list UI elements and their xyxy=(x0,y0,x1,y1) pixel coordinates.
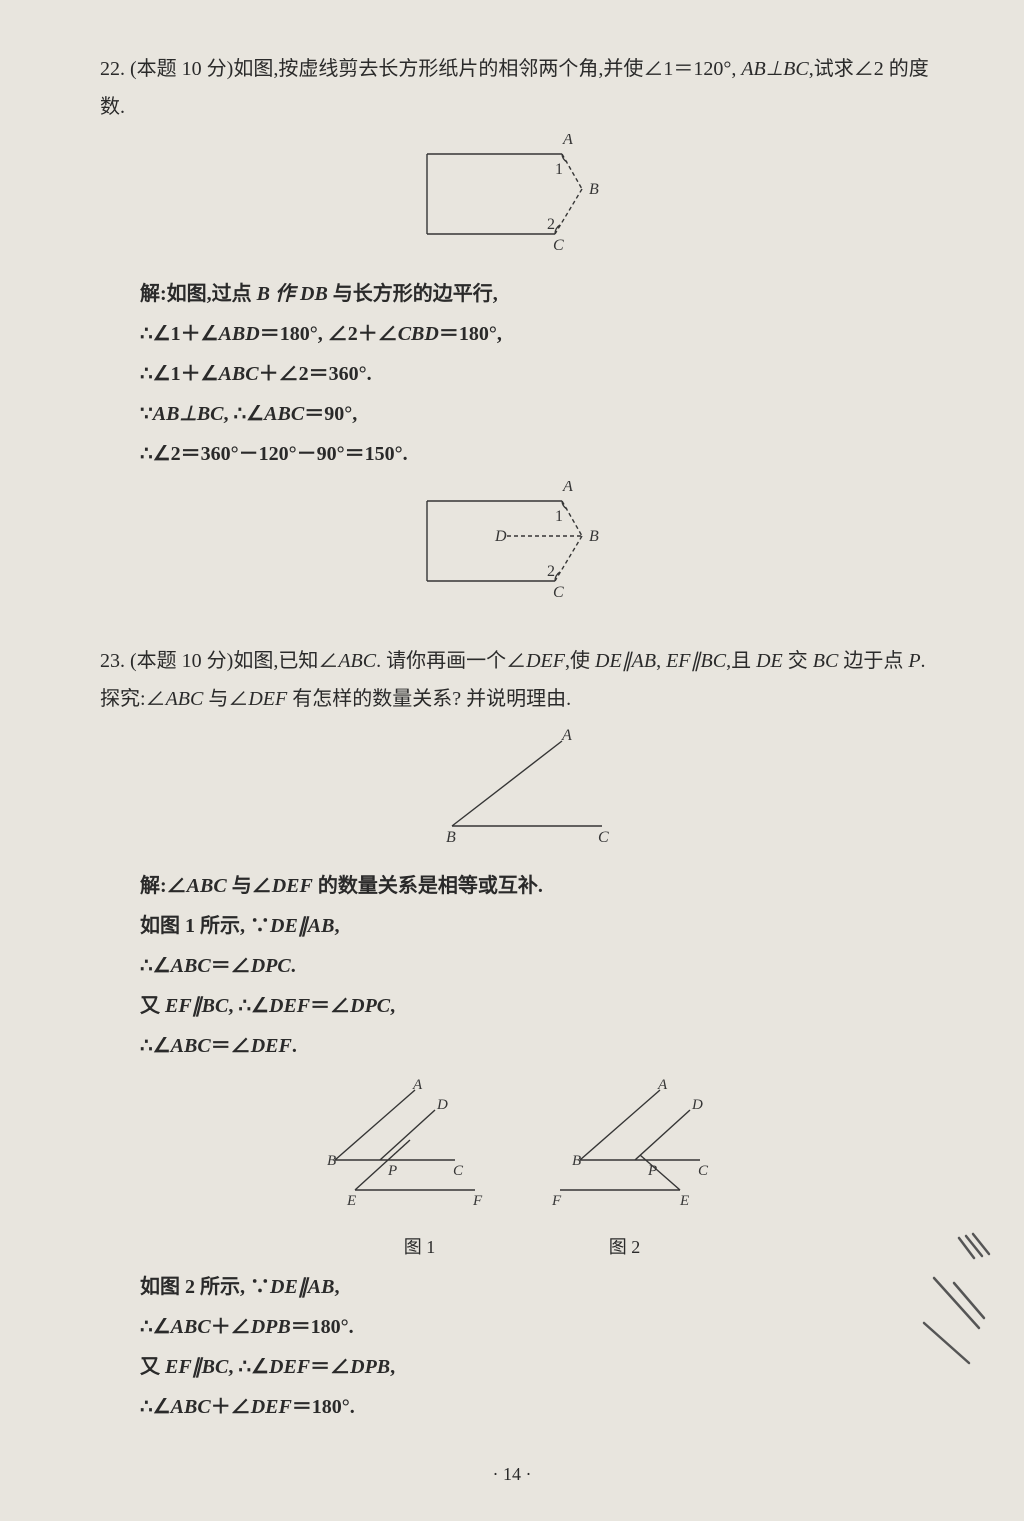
solution-23b: 如图 2 所示, ∵DE∥AB, ∴∠ABC＋∠DPB＝180°. 又 EF∥B… xyxy=(140,1268,944,1426)
problem-number: 23. xyxy=(100,642,125,680)
diagram-fig1: A D B P C E F xyxy=(305,1075,505,1215)
svg-text:2: 2 xyxy=(547,563,555,580)
svg-text:B: B xyxy=(572,1153,581,1169)
svg-text:1: 1 xyxy=(555,508,563,525)
problem-number: 22. xyxy=(100,50,125,88)
svg-text:C: C xyxy=(453,1163,464,1179)
svg-text:1: 1 xyxy=(555,161,563,178)
svg-text:E: E xyxy=(346,1193,356,1209)
svg-text:A: A xyxy=(561,727,572,744)
diagram-svg: A B C 1 2 xyxy=(407,134,637,254)
figure-22-2: A B C D 1 2 xyxy=(100,481,944,614)
svg-text:P: P xyxy=(647,1163,657,1179)
page-number: · 14 · xyxy=(0,1457,1024,1491)
diagram-svg: A B C D 1 2 xyxy=(407,481,637,601)
diagram-fig2: A D B P C F E xyxy=(540,1075,740,1215)
svg-text:F: F xyxy=(551,1193,562,1209)
svg-text:C: C xyxy=(598,829,609,846)
svg-text:C: C xyxy=(553,237,564,254)
svg-text:2: 2 xyxy=(547,216,555,233)
svg-text:B: B xyxy=(327,1153,336,1169)
diagram-svg: A B C xyxy=(412,726,632,846)
svg-text:E: E xyxy=(679,1193,689,1209)
prompt-text: (本题 10 分)如图,按虚线剪去长方形纸片的相邻两个角,并使∠1＝120°, xyxy=(130,58,741,80)
svg-text:B: B xyxy=(446,829,456,846)
svg-text:C: C xyxy=(698,1163,709,1179)
svg-text:B: B xyxy=(589,181,599,198)
prompt-math: AB⊥BC xyxy=(741,58,808,80)
diagram-row: A D B P C E F A D B xyxy=(100,1075,944,1266)
svg-text:D: D xyxy=(436,1097,448,1113)
svg-text:A: A xyxy=(562,481,573,495)
svg-text:C: C xyxy=(553,584,564,601)
svg-text:F: F xyxy=(472,1193,483,1209)
scribble-marks xyxy=(904,1228,994,1381)
svg-text:A: A xyxy=(657,1077,668,1093)
svg-text:D: D xyxy=(691,1097,703,1113)
svg-text:D: D xyxy=(494,528,507,545)
caption-fig2: 图 2 xyxy=(525,1230,725,1264)
svg-text:A: A xyxy=(412,1077,423,1093)
figure-23-main: A B C xyxy=(100,726,944,859)
svg-text:B: B xyxy=(589,528,599,545)
problem-22: 22. (本题 10 分)如图,按虚线剪去长方形纸片的相邻两个角,并使∠1＝12… xyxy=(100,50,944,614)
svg-text:A: A xyxy=(562,134,573,148)
solution-23: 解:∠ABC 与∠DEF 的数量关系是相等或互补. 如图 1 所示, ∵DE∥A… xyxy=(140,867,944,1065)
problem-23: 23. (本题 10 分)如图,已知∠ABC. 请你再画一个∠DEF,使 DE∥… xyxy=(100,642,944,1426)
caption-fig1: 图 1 xyxy=(320,1230,520,1264)
svg-text:P: P xyxy=(387,1163,397,1179)
solution-22: 解:如图,过点 B 作 DB 与长方形的边平行, ∴∠1＋∠ABD＝180°, … xyxy=(140,275,944,473)
figure-22-1: A B C 1 2 xyxy=(100,134,944,267)
